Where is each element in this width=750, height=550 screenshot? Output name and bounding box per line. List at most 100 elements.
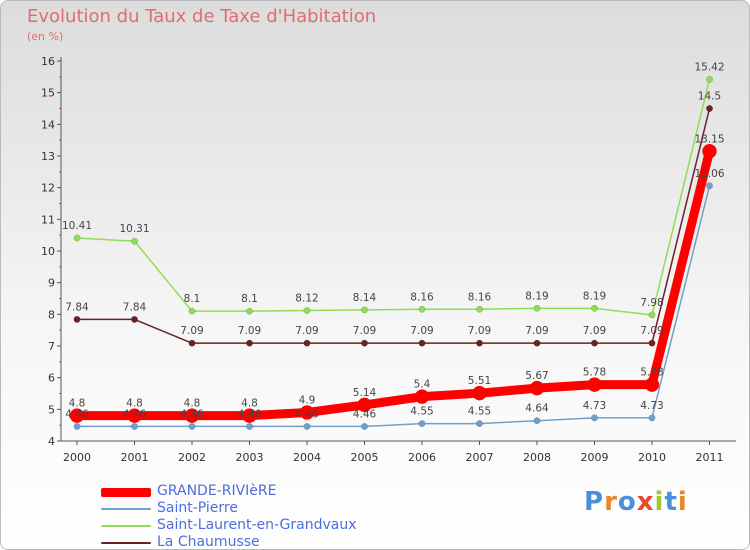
data-point xyxy=(476,420,483,428)
data-label: 7.09 xyxy=(410,325,433,337)
data-label: 5.67 xyxy=(525,370,548,382)
data-label: 8.14 xyxy=(353,292,377,304)
y-tick-label: 16 xyxy=(41,55,55,68)
data-label: 4.55 xyxy=(410,406,433,418)
data-point xyxy=(188,307,196,315)
data-label: 5.4 xyxy=(414,379,431,391)
data-label: 7.09 xyxy=(583,325,606,337)
data-point xyxy=(131,237,138,245)
y-tick-label: 13 xyxy=(41,150,55,163)
x-tick-label: 2007 xyxy=(466,451,494,464)
logo-letter: P xyxy=(584,487,605,517)
y-tick-label: 10 xyxy=(41,245,55,258)
data-label: 10.41 xyxy=(62,220,92,232)
data-point xyxy=(131,315,138,323)
y-tick-label: 8 xyxy=(48,308,55,321)
data-label: 5.14 xyxy=(353,387,377,399)
data-point xyxy=(472,385,487,401)
logo-letter: r xyxy=(604,487,618,517)
data-point xyxy=(591,414,598,422)
data-label: 4.46 xyxy=(123,408,147,420)
data-label: 4.73 xyxy=(640,400,663,412)
legend-label: GRANDE-RIVIèRE xyxy=(157,483,277,499)
legend-swatch xyxy=(101,542,151,544)
data-label: 4.46 xyxy=(65,408,89,420)
x-tick-label: 2003 xyxy=(236,451,264,464)
y-tick-label: 6 xyxy=(48,372,55,385)
data-point xyxy=(591,339,598,347)
y-tick-label: 11 xyxy=(41,213,55,226)
x-tick-label: 2010 xyxy=(638,451,666,464)
data-label: 4.8 xyxy=(184,398,201,410)
data-point xyxy=(299,405,315,420)
data-point xyxy=(361,339,368,347)
data-point xyxy=(476,305,483,313)
data-label: 13.15 xyxy=(694,133,724,145)
data-point xyxy=(476,339,483,347)
data-point xyxy=(357,397,372,413)
data-point xyxy=(131,422,138,430)
legend-swatch xyxy=(101,488,151,497)
legend-swatch xyxy=(101,525,151,527)
x-tick-label: 2009 xyxy=(581,451,609,464)
data-label: 7.84 xyxy=(65,301,89,313)
data-point xyxy=(648,311,656,319)
data-point xyxy=(73,315,81,323)
data-point xyxy=(303,422,311,430)
data-point xyxy=(361,422,368,430)
data-point xyxy=(361,306,368,314)
series-line-0 xyxy=(72,146,714,421)
data-label: 4.46 xyxy=(353,408,377,420)
y-tick-label: 12 xyxy=(41,182,55,195)
data-label: 4.55 xyxy=(468,406,491,418)
data-label: 4.46 xyxy=(180,408,204,420)
unit-label: (en %) xyxy=(27,30,64,43)
logo-letter: o xyxy=(617,487,637,517)
series-line-3 xyxy=(76,107,711,344)
data-point xyxy=(418,420,426,428)
data-label: 4.8 xyxy=(126,398,143,410)
data-point xyxy=(418,339,426,347)
data-point xyxy=(73,234,81,242)
x-tick-label: 2006 xyxy=(408,451,436,464)
y-tick-label: 5 xyxy=(48,403,55,416)
data-label: 4.46 xyxy=(295,408,319,420)
legend-label: La Chaumusse xyxy=(157,534,260,550)
data-label: 4.73 xyxy=(583,400,606,412)
x-tick-label: 2004 xyxy=(293,451,321,464)
data-point xyxy=(702,144,717,159)
data-point xyxy=(69,408,85,423)
legend-swatch xyxy=(101,508,151,510)
data-label: 8.1 xyxy=(184,293,201,305)
data-label: 5.51 xyxy=(468,375,491,387)
data-point xyxy=(648,339,656,347)
data-point xyxy=(533,417,541,425)
data-label: 7.09 xyxy=(640,325,663,337)
data-point xyxy=(184,408,200,423)
data-point xyxy=(591,304,598,312)
data-label: 8.19 xyxy=(583,290,606,302)
y-tick-label: 4 xyxy=(48,435,55,448)
legend-label: Saint-Laurent-en-Grandvaux xyxy=(157,517,357,533)
data-point xyxy=(127,408,142,423)
data-label: 4.8 xyxy=(69,398,86,410)
data-point xyxy=(706,75,713,83)
data-point xyxy=(242,408,257,423)
data-point xyxy=(73,422,81,430)
logo-letter: i xyxy=(654,487,665,517)
data-point xyxy=(246,422,253,430)
data-point xyxy=(587,377,602,392)
series-line-1 xyxy=(76,185,711,428)
data-label: 7.84 xyxy=(123,301,147,313)
data-label: 4.9 xyxy=(299,395,316,407)
data-label: 4.8 xyxy=(241,398,258,410)
x-tick-label: 2011 xyxy=(696,451,724,464)
data-label: 8.19 xyxy=(525,290,548,302)
x-tick-label: 2000 xyxy=(63,451,91,464)
data-label: 15.42 xyxy=(694,61,724,73)
y-tick-label: 14 xyxy=(41,118,55,131)
data-point xyxy=(303,339,311,347)
logo-letter: t xyxy=(664,487,678,517)
data-point xyxy=(246,307,253,315)
data-label: 7.09 xyxy=(525,325,548,337)
